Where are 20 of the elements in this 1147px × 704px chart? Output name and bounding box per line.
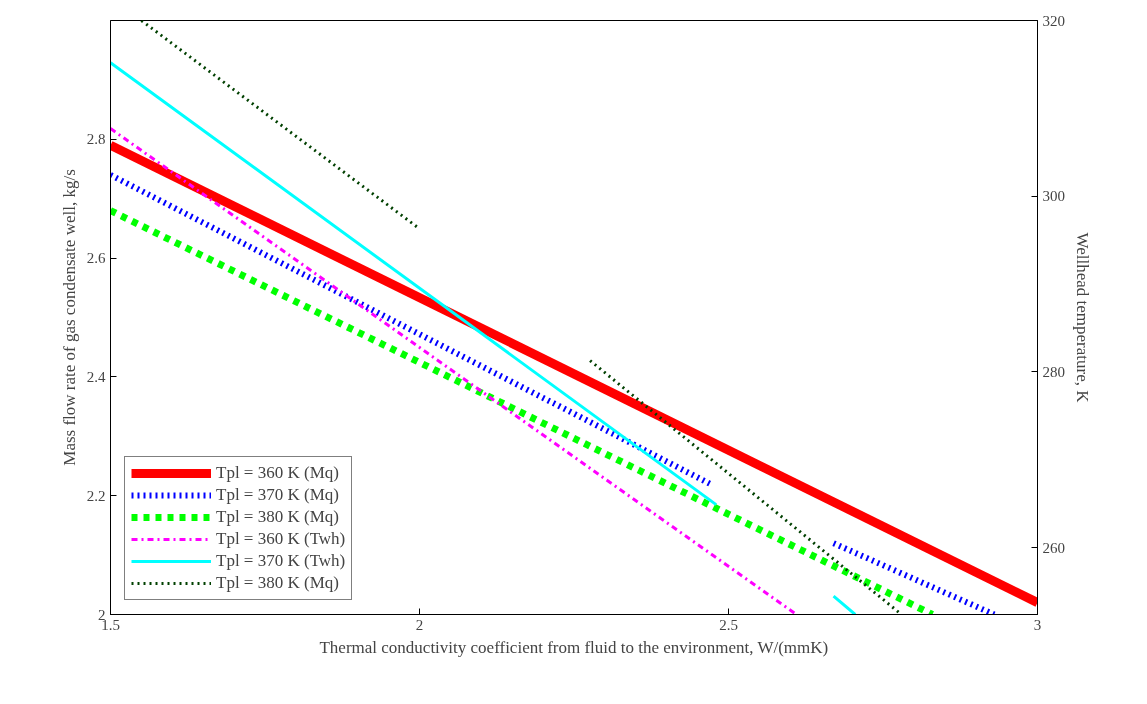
y2-tick-label: 320 — [1042, 12, 1065, 29]
legend-label: Tpl = 360 K (Mq) — [216, 463, 339, 483]
y-tick-label: 2.2 — [86, 487, 106, 504]
y2-tick-label: 300 — [1042, 188, 1065, 205]
legend-label: Tpl = 380 K (Mq) — [216, 573, 339, 593]
y-axis-title: Mass flow rate of gas condensate well, kg/s — [59, 169, 79, 466]
legend-label: Tpl = 360 K (Twh) — [216, 529, 346, 549]
x-axis-title: Thermal conductivity coefficient from fluid to the environment, W/(mmK) — [319, 637, 829, 657]
y-tick-label: 2.4 — [86, 368, 106, 385]
legend-label: Tpl = 370 K (Twh) — [216, 551, 346, 571]
y2-tick-label: 280 — [1042, 363, 1065, 380]
x-tick-label: 2 — [415, 616, 424, 633]
x-tick-label: 3 — [1033, 616, 1042, 633]
y2-axis-title: Wellhead temperature, K — [1073, 232, 1092, 404]
y-tick-label: 2.8 — [86, 131, 106, 148]
x-tick-label: 2.5 — [719, 616, 738, 633]
y-tick-label: 2.6 — [86, 250, 106, 267]
legend-label: Tpl = 370 K (Mq) — [216, 485, 339, 505]
legend-label: Tpl = 380 K (Mq) — [216, 507, 339, 527]
y2-tick-label: 260 — [1042, 539, 1065, 556]
